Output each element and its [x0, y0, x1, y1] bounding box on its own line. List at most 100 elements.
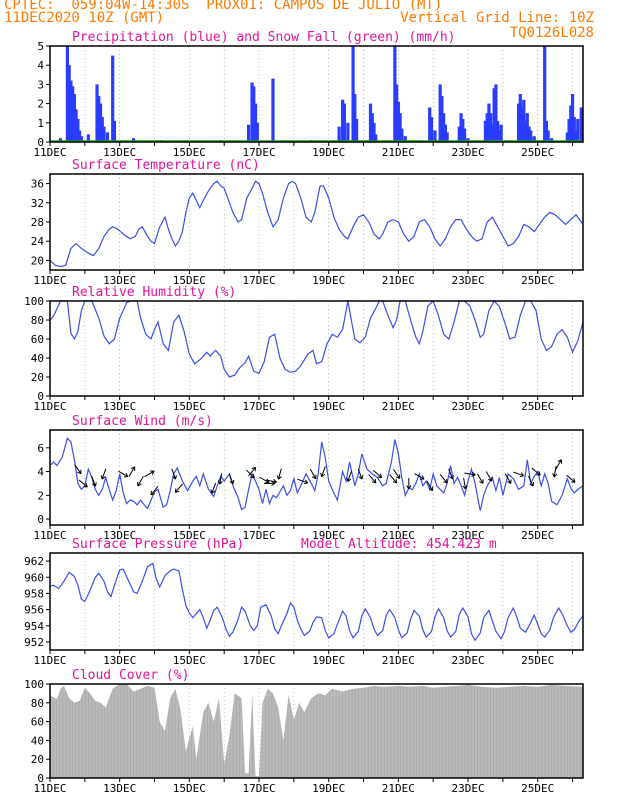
y-tick-label: 958 [24, 587, 44, 600]
wind-arrow-head [250, 476, 255, 479]
wind-arrow [118, 470, 129, 478]
wind-arrow-shaft [144, 470, 155, 478]
precip-bar [459, 113, 463, 142]
wind-arrow [527, 475, 535, 487]
precip-bar [353, 94, 357, 142]
x-tick-label: 21DEC [382, 400, 415, 413]
precip-bar [494, 84, 498, 142]
wind-arrow-head [557, 459, 562, 462]
panel-wind: 0 2 4 6 11DEC 13DEC 15DEC 17DEC 19DEC 21DEC 23DEC 2… [33, 414, 584, 542]
precip-bar [461, 118, 465, 142]
x-tick-label: 19DEC [312, 782, 345, 795]
wind-arrow-head [303, 482, 308, 485]
precip-bar [543, 46, 547, 142]
wind-arrow-head [553, 473, 558, 478]
y-tick-label: 24 [31, 235, 45, 248]
wind-arrow-head [175, 490, 180, 493]
wind-arrow-head [278, 476, 282, 480]
precip-bar [572, 117, 576, 142]
wind-arrow-head [85, 483, 88, 488]
x-tick-label: 25DEC [521, 782, 554, 795]
wind-arrow [555, 459, 563, 470]
precip-bar [393, 46, 397, 142]
wind-arrow-head [272, 481, 277, 485]
wind-arrow-shaft [171, 468, 177, 480]
y-tick-label: 2 [37, 489, 44, 502]
wind-arrow [368, 474, 377, 484]
precip-bar [438, 84, 442, 142]
temp-line [49, 180, 584, 268]
precip-bar [574, 130, 578, 142]
wind-arrow-shaft [448, 468, 453, 480]
panel-frame [49, 683, 584, 779]
x-tick-label: 21DEC [382, 274, 415, 287]
precip-bar [499, 124, 503, 142]
wind-arrow-shaft [439, 474, 448, 484]
x-tick-label: 21DEC [382, 782, 415, 795]
precip-bar [132, 138, 136, 142]
precip-bar [442, 113, 446, 142]
wind-arrow [297, 478, 309, 485]
precip-bar [255, 122, 259, 142]
wind-arrow-head [428, 488, 433, 492]
x-tick-label: 15DEC [173, 400, 206, 413]
wind-arrow [414, 473, 425, 480]
precip-bar [565, 132, 569, 142]
wind-arrow-head [408, 485, 412, 490]
wind-arrow-shaft [321, 466, 326, 477]
panel-rh: 0 20 40 60 80 100 11DEC 13DEC 15DEC 17DEC 19DEC 21D… [24, 285, 584, 413]
wind-arrow-shaft [393, 469, 401, 479]
wind-arrow-head [538, 471, 541, 476]
wind-arrow-head [570, 481, 576, 483]
wind-arrow-head [276, 475, 279, 480]
x-tick-label: 13DEC [103, 400, 136, 413]
y-tick-label: 60 [31, 716, 44, 729]
wind-arrow-shaft [128, 466, 136, 477]
precip-bar [400, 128, 404, 142]
wind-arrow-head [479, 481, 484, 484]
wind-arrow-head [229, 481, 234, 485]
wind-arrow-shaft [219, 473, 223, 485]
precip-bar [271, 78, 275, 142]
y-tick-label: 100 [24, 678, 44, 691]
wind-arrow-shaft [531, 467, 541, 476]
precip-bar [65, 46, 70, 142]
precip-bar [466, 138, 470, 142]
precip-bar [67, 65, 71, 142]
x-tick-label: 25DEC [521, 654, 554, 667]
wind-arrow-shaft [414, 473, 425, 480]
wind-arrow-shaft [278, 468, 282, 480]
wind-arrow [78, 479, 88, 488]
precip-bar [396, 101, 400, 142]
panel-title: Precipitation (blue) and Snow Fall (gree… [72, 30, 456, 45]
precip-bar [489, 113, 493, 142]
wind-arrow [426, 480, 434, 492]
x-tick-label: 17DEC [242, 529, 275, 542]
x-tick-label: 13DEC [103, 529, 136, 542]
wind-arrow-head [395, 478, 398, 483]
wind-arrow [228, 473, 235, 485]
panel-title: Relative Humidity (%) [72, 285, 236, 300]
x-tick-label: 19DEC [312, 146, 345, 159]
pressure-line [49, 562, 584, 642]
x-tick-label: 11DEC [33, 529, 66, 542]
wind-arrow [513, 471, 525, 478]
precip-bar [445, 132, 449, 142]
wind-arrow [552, 466, 558, 478]
wind-arrow-head [346, 477, 349, 482]
precip-bar [79, 136, 83, 142]
precip-bar [341, 99, 345, 142]
x-tick-label: 19DEC [312, 529, 345, 542]
precip-bar [78, 130, 82, 142]
wind-arrow-head [174, 488, 177, 493]
wind-arrow-head [252, 473, 255, 478]
wind-arrow [504, 473, 512, 484]
wind-arrow-shaft [504, 473, 512, 484]
y-tick-label: 4 [37, 466, 44, 479]
wind-arrow-head [552, 473, 555, 478]
precip-bar [527, 126, 531, 142]
wind-arrow-shaft [265, 479, 277, 483]
wind-arrow [74, 464, 82, 475]
precip-bar [100, 117, 104, 142]
precip-bar [398, 113, 402, 142]
